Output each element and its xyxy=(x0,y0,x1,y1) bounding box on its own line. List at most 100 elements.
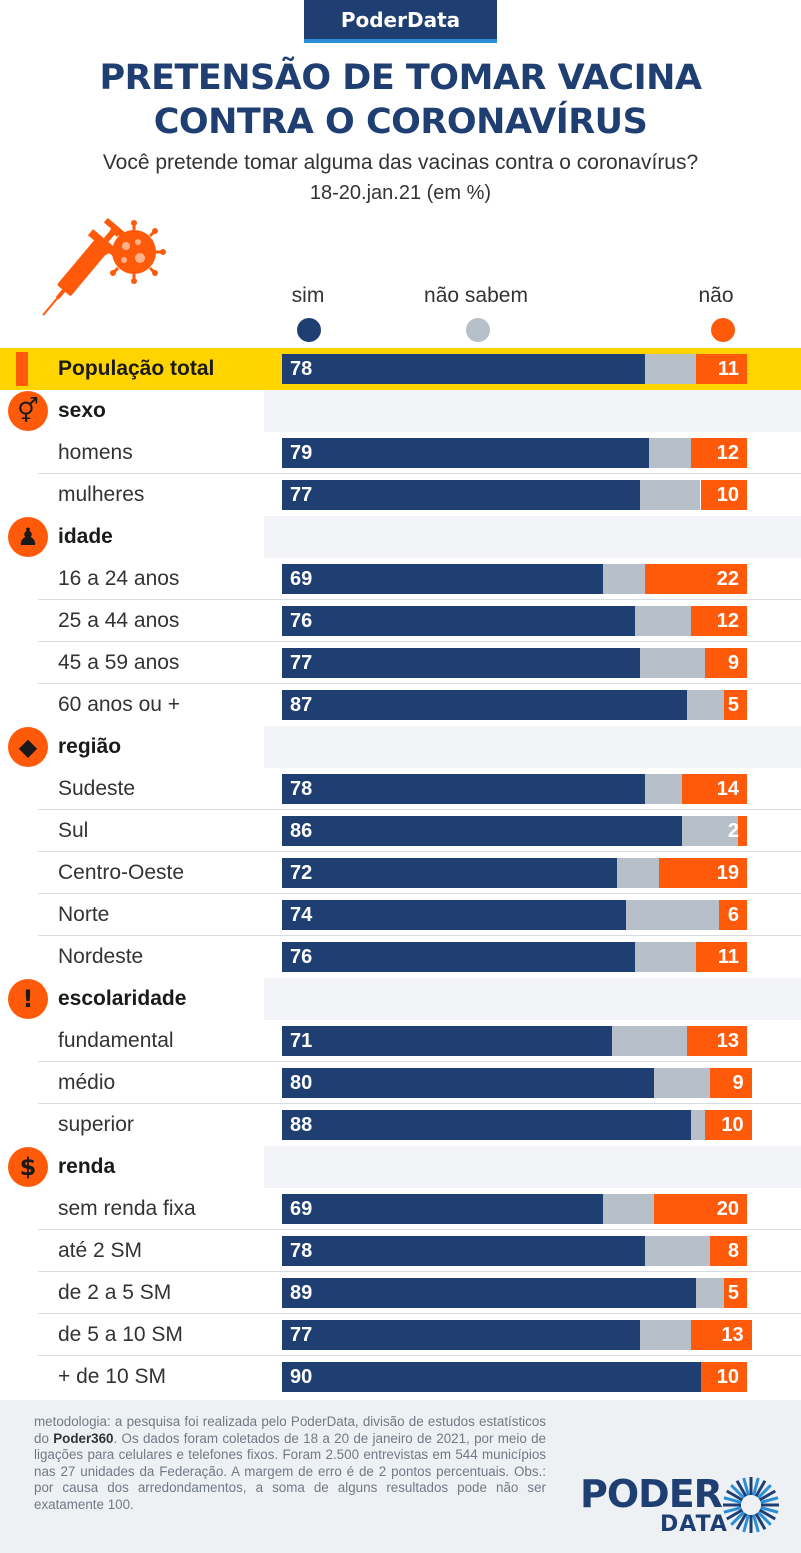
value-label-nao: 9 xyxy=(727,652,739,674)
logo-line-1: PODER xyxy=(580,1472,723,1516)
brand-tab: PoderData xyxy=(304,0,497,43)
chart-row: de 2 a 5 SM 89 5 xyxy=(0,1272,801,1314)
title-line-1: PRETENSÃO DE TOMAR VACINA xyxy=(99,58,702,98)
bar-nao-sabem xyxy=(644,774,682,804)
bar-nao xyxy=(681,774,747,804)
legend-dot-nao-sabem xyxy=(466,318,490,342)
bar-sim xyxy=(282,1362,701,1392)
category-band xyxy=(264,978,801,1020)
value-label-nao: 11 xyxy=(717,946,739,968)
chart-date: 18-20.jan.21 (em %) xyxy=(309,182,492,204)
bar-nao-sabem xyxy=(691,1110,706,1140)
row-label: Nordeste xyxy=(58,945,144,968)
bar-nao-sabem xyxy=(644,1236,710,1266)
logo-burst-icon xyxy=(723,1477,779,1533)
chart-row: fundamental 71 13 xyxy=(0,1020,801,1062)
bar-nao xyxy=(691,438,747,468)
row-label: 25 a 44 anos xyxy=(58,609,180,632)
gender-icon: ⚥ xyxy=(8,391,48,431)
chart-subtitle: Você pretende tomar alguma das vacinas c… xyxy=(102,151,699,174)
exclamation-icon: ! xyxy=(8,979,48,1019)
bar-nao xyxy=(705,1110,752,1140)
row-label: superior xyxy=(58,1113,134,1136)
row-label: Sul xyxy=(58,819,89,842)
value-label-nao: 5 xyxy=(727,1282,739,1304)
bar-sim xyxy=(282,606,636,636)
value-label-nao: 10 xyxy=(721,1114,744,1136)
value-label-sim: 78 xyxy=(290,778,313,800)
row-label: Centro-Oeste xyxy=(58,861,185,884)
methodology-bold: Poder360 xyxy=(53,1430,114,1446)
value-label-nao: 12 xyxy=(716,442,739,464)
row-label: População total xyxy=(58,357,215,380)
row-label: 16 a 24 anos xyxy=(58,567,180,590)
total-row: População total 78 11 xyxy=(0,348,801,390)
chart-row: Norte 74 6 xyxy=(0,894,801,936)
bar-nao-sabem xyxy=(654,1068,710,1098)
bar-nao xyxy=(658,858,747,888)
bar-nao-sabem xyxy=(602,1194,654,1224)
bar-nao-sabem xyxy=(681,816,738,846)
bar-sim xyxy=(282,1068,654,1098)
category-band xyxy=(264,1146,801,1188)
methodology-text-2: . Os dados foram coletados de 18 a 20 de… xyxy=(34,1430,546,1512)
row-label: mulheres xyxy=(58,483,145,506)
virus-icon xyxy=(102,220,166,284)
bar-nao-sabem xyxy=(602,564,645,594)
bar-nao-sabem xyxy=(644,354,696,384)
bar-nao-sabem xyxy=(612,1026,687,1056)
category-header: ♟ idade xyxy=(0,516,801,558)
bar-nao xyxy=(644,564,747,594)
bar-nao-sabem xyxy=(635,942,696,972)
bar-sim xyxy=(282,900,627,930)
value-label-nao: 20 xyxy=(716,1198,739,1220)
bar-nao-sabem xyxy=(616,858,659,888)
chart-row: 16 a 24 anos 69 22 xyxy=(0,558,801,600)
bar-sim xyxy=(282,1236,645,1266)
bar-nao-sabem xyxy=(649,438,692,468)
value-label-sim: 79 xyxy=(290,442,313,464)
legend-dot-nao xyxy=(711,318,735,342)
methodology-note: metodologia: a pesquisa foi realizada pe… xyxy=(34,1414,546,1513)
category-header: ◆ região xyxy=(0,726,801,768)
value-label-nao: 13 xyxy=(721,1324,744,1346)
category-header: ! escolaridade xyxy=(0,978,801,1020)
chart-row: + de 10 SM 90 10 xyxy=(0,1356,801,1398)
bar-nao-sabem xyxy=(686,690,724,720)
value-label-sim: 74 xyxy=(290,904,313,926)
value-label-sim: 78 xyxy=(290,358,313,380)
chart-rows: População total 78 11 ⚥ sexo homens 79 12 mulher… xyxy=(0,348,801,1398)
bar-sim xyxy=(282,1194,603,1224)
bar-sim xyxy=(282,942,636,972)
bar-nao xyxy=(691,606,747,636)
value-label-sim: 77 xyxy=(290,1324,313,1346)
value-label-nao: 13 xyxy=(716,1030,739,1052)
row-label: Sudeste xyxy=(58,777,136,800)
row-label: + de 10 SM xyxy=(58,1365,166,1388)
value-label-nao: 22 xyxy=(716,568,739,590)
total-accent xyxy=(16,352,28,386)
bar-sim xyxy=(282,480,641,510)
category-header: $ renda xyxy=(0,1146,801,1188)
chart-row: Centro-Oeste 72 19 xyxy=(0,852,801,894)
value-label-sim: 88 xyxy=(290,1114,313,1136)
row-label: de 5 a 10 SM xyxy=(58,1323,183,1346)
legend-dot-sim xyxy=(297,318,321,342)
bar-nao xyxy=(705,648,747,678)
bar-sim xyxy=(282,648,641,678)
value-label-sim: 86 xyxy=(290,820,313,842)
footer xyxy=(0,1400,801,1553)
bar-sim xyxy=(282,1320,641,1350)
chart-row: Sudeste 78 14 xyxy=(0,768,801,810)
legend-label-sim: sim xyxy=(291,284,325,307)
category-band xyxy=(264,726,801,768)
person-icon: ♟ xyxy=(8,517,48,557)
bar-sim xyxy=(282,858,617,888)
row-label: fundamental xyxy=(58,1029,174,1052)
dollar-icon: $ xyxy=(8,1147,48,1187)
poderdata-logo: PODER DATA xyxy=(580,1472,780,1542)
value-label-nao: 2 xyxy=(727,820,739,842)
bar-nao xyxy=(700,1362,747,1392)
chart-row: superior 88 10 xyxy=(0,1104,801,1146)
bar-nao-sabem xyxy=(640,1320,692,1350)
